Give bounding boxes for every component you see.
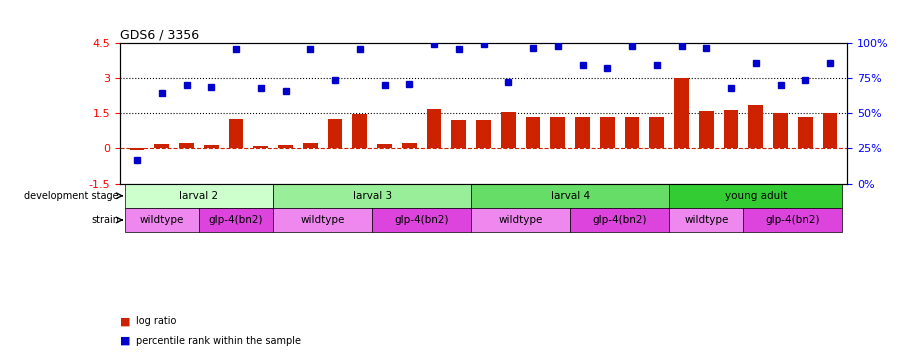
- Bar: [600, 117, 614, 149]
- Text: young adult: young adult: [725, 191, 787, 201]
- FancyBboxPatch shape: [372, 208, 472, 232]
- Bar: [228, 119, 243, 149]
- Bar: [353, 114, 367, 149]
- Bar: [674, 78, 689, 149]
- FancyBboxPatch shape: [670, 208, 743, 232]
- Text: glp-4(bn2): glp-4(bn2): [394, 215, 449, 225]
- Bar: [699, 111, 714, 149]
- Text: larval 4: larval 4: [551, 191, 589, 201]
- Text: glp-4(bn2): glp-4(bn2): [209, 215, 263, 225]
- Bar: [822, 113, 837, 149]
- Bar: [155, 144, 169, 149]
- Text: larval 2: larval 2: [180, 191, 218, 201]
- Text: glp-4(bn2): glp-4(bn2): [592, 215, 647, 225]
- Text: glp-4(bn2): glp-4(bn2): [765, 215, 820, 225]
- Bar: [649, 117, 664, 149]
- Bar: [253, 146, 268, 149]
- Bar: [204, 145, 218, 149]
- Bar: [426, 109, 441, 149]
- FancyBboxPatch shape: [670, 183, 843, 208]
- Bar: [179, 143, 194, 149]
- Text: ■: ■: [120, 316, 130, 326]
- FancyBboxPatch shape: [124, 183, 274, 208]
- Bar: [328, 119, 343, 149]
- Text: percentile rank within the sample: percentile rank within the sample: [136, 336, 301, 346]
- Bar: [303, 142, 318, 149]
- FancyBboxPatch shape: [124, 208, 199, 232]
- Bar: [798, 117, 812, 149]
- FancyBboxPatch shape: [570, 208, 670, 232]
- Text: GDS6 / 3356: GDS6 / 3356: [120, 29, 199, 42]
- Bar: [476, 120, 491, 149]
- Bar: [278, 145, 293, 149]
- Bar: [130, 149, 145, 150]
- FancyBboxPatch shape: [743, 208, 843, 232]
- Text: wildtype: wildtype: [140, 215, 184, 225]
- Bar: [402, 142, 416, 149]
- Bar: [551, 117, 565, 149]
- Bar: [624, 117, 639, 149]
- FancyBboxPatch shape: [472, 208, 570, 232]
- Bar: [526, 117, 541, 149]
- Text: strain: strain: [91, 215, 119, 225]
- Text: development stage: development stage: [24, 191, 119, 201]
- Text: wildtype: wildtype: [498, 215, 542, 225]
- FancyBboxPatch shape: [472, 183, 670, 208]
- Bar: [773, 113, 788, 149]
- Bar: [724, 110, 739, 149]
- Bar: [749, 105, 764, 149]
- FancyBboxPatch shape: [199, 208, 274, 232]
- Text: wildtype: wildtype: [684, 215, 729, 225]
- Bar: [575, 117, 590, 149]
- FancyBboxPatch shape: [274, 208, 372, 232]
- Text: wildtype: wildtype: [300, 215, 344, 225]
- FancyBboxPatch shape: [274, 183, 472, 208]
- Text: ■: ■: [120, 336, 130, 346]
- Text: larval 3: larval 3: [353, 191, 391, 201]
- Text: log ratio: log ratio: [136, 316, 177, 326]
- Bar: [377, 144, 392, 149]
- Bar: [501, 112, 516, 149]
- Bar: [451, 120, 466, 149]
